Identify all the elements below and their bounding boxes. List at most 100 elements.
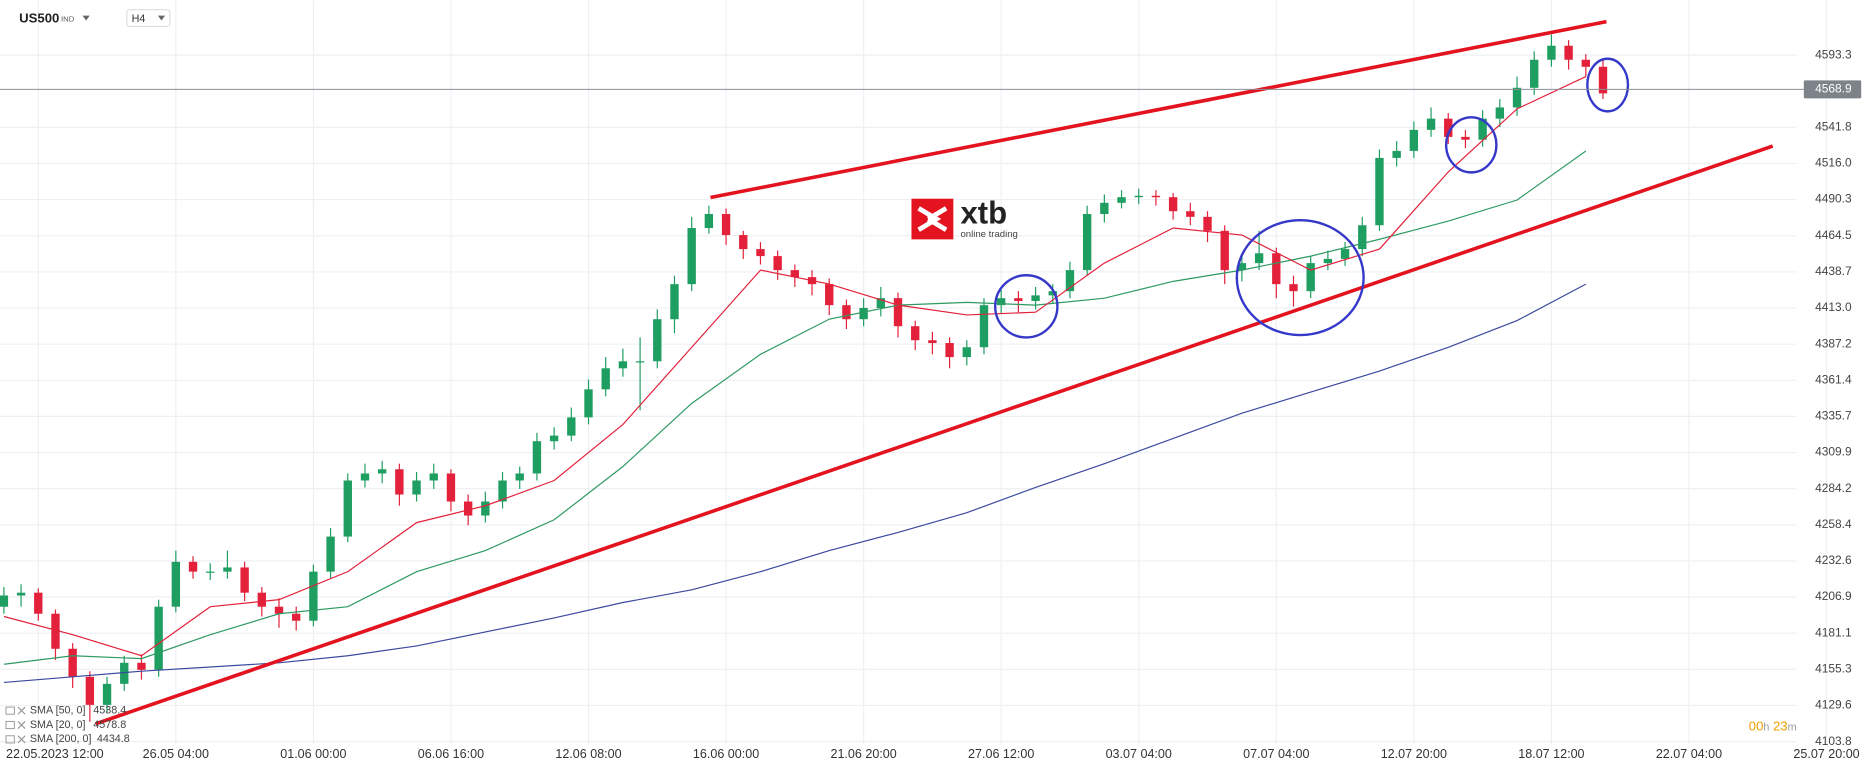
candle-body	[1220, 230, 1229, 271]
candle-body	[773, 256, 782, 271]
candle-body	[1547, 45, 1556, 60]
legend-icon	[5, 720, 15, 730]
countdown-hours: 00	[1749, 719, 1764, 734]
sma-line	[3, 76, 1587, 657]
legend-value: 4578.8	[93, 719, 126, 731]
candle-body	[1082, 214, 1092, 271]
candle-body	[292, 613, 301, 621]
candle-body	[102, 683, 112, 705]
candle-body	[1340, 249, 1350, 259]
candle-body	[893, 298, 903, 327]
candle-body	[549, 435, 559, 442]
candle-body	[1203, 216, 1212, 231]
candle-body	[326, 536, 335, 572]
candle-body	[859, 307, 868, 320]
last-price-tag	[1803, 80, 1862, 99]
candle-body	[567, 417, 576, 436]
x-tick-label: 26.05 04:00	[143, 747, 209, 761]
y-tick-label: 4155.3	[1815, 662, 1852, 676]
countdown: 00h 23m	[1749, 719, 1797, 734]
candle-body	[1495, 107, 1505, 119]
candle-body	[1254, 253, 1264, 264]
candle-body	[188, 561, 198, 572]
x-tick-label: 16.06 00:00	[693, 747, 759, 761]
dropdown-arrow[interactable]	[82, 15, 90, 21]
candle-body	[1581, 59, 1590, 67]
y-tick-label: 4181.1	[1815, 625, 1852, 639]
candle-body	[120, 662, 129, 684]
y-tick-label: 4490.3	[1815, 192, 1852, 206]
x-tick-label: 12.07 20:00	[1381, 747, 1447, 761]
logo-mark	[917, 206, 948, 232]
candle-body	[1272, 253, 1281, 285]
trend-line-upper	[710, 19, 1607, 200]
candle-body	[825, 284, 834, 306]
legend-value: 4538.4	[93, 704, 126, 716]
candle-body	[1392, 150, 1401, 158]
candle-body	[876, 298, 886, 308]
candle-body	[68, 648, 77, 677]
candle-body	[171, 561, 181, 607]
legend-name: SMA [50, 0]	[30, 704, 86, 716]
y-tick-label: 4438.7	[1815, 264, 1852, 278]
candle-body	[137, 662, 146, 670]
highlight-circle	[1235, 219, 1365, 337]
candle-body	[0, 595, 9, 607]
candle-body	[498, 480, 507, 502]
timeframe[interactable]: H4	[132, 13, 146, 25]
y-tick-label: 4258.4	[1815, 517, 1852, 531]
candle-body	[584, 389, 593, 418]
highlight-circle	[1586, 57, 1630, 113]
candle-body	[790, 270, 800, 278]
candle-body	[463, 501, 473, 516]
candle-body	[446, 473, 456, 502]
candle-body	[481, 501, 490, 516]
candle-body	[1426, 118, 1436, 130]
symbol[interactable]: US500	[19, 11, 59, 26]
candle-body	[962, 347, 971, 358]
x-tick-label: 01.06 00:00	[280, 747, 346, 761]
candle-body	[1151, 195, 1161, 198]
candle-body	[842, 305, 851, 320]
logo: xtb online trading	[911, 196, 1018, 240]
candle-body	[979, 305, 989, 348]
candle-body	[532, 441, 542, 474]
candle-body	[1512, 87, 1522, 108]
legend-icon	[5, 706, 15, 715]
candle-body	[1100, 202, 1109, 215]
candle-body	[34, 592, 43, 614]
candle-body	[1134, 195, 1143, 198]
y-tick-label: 4206.9	[1815, 589, 1852, 603]
candle-body	[1598, 66, 1608, 94]
countdown-unit: h	[1763, 721, 1769, 733]
candle-body	[687, 228, 696, 285]
candle-body	[653, 319, 662, 362]
timeframe-box[interactable]	[126, 9, 171, 28]
candle-body	[1530, 59, 1539, 88]
dropdown-arrow[interactable]	[157, 15, 166, 21]
y-tick-label: 4103.8	[1815, 734, 1852, 748]
y-tick-label: 4413.0	[1815, 300, 1852, 314]
candle-body	[1048, 291, 1057, 296]
y-tick-label: 4232.6	[1815, 553, 1852, 567]
candle-body	[377, 469, 387, 474]
candle-body	[1237, 263, 1247, 271]
x-tick-label: 27.06 12:00	[968, 747, 1034, 761]
candle-body	[911, 326, 920, 341]
candle-body	[928, 340, 937, 344]
candle-body	[1117, 197, 1126, 203]
candle-body	[1031, 295, 1040, 301]
x-tick-label: 22.07 04:00	[1656, 747, 1722, 761]
x-tick-label: 12.06 08:00	[555, 747, 621, 761]
candle-body	[154, 606, 163, 670]
y-tick-label: 4361.4	[1815, 373, 1852, 387]
candle-body	[756, 249, 765, 257]
candle-body	[670, 284, 679, 320]
x-tick-label: 06.06 16:00	[418, 747, 484, 761]
candle-body	[1375, 157, 1384, 226]
countdown-unit: m	[1788, 721, 1797, 733]
candle-body	[1186, 211, 1195, 217]
candle-body	[85, 676, 95, 705]
candle-body	[412, 480, 421, 495]
